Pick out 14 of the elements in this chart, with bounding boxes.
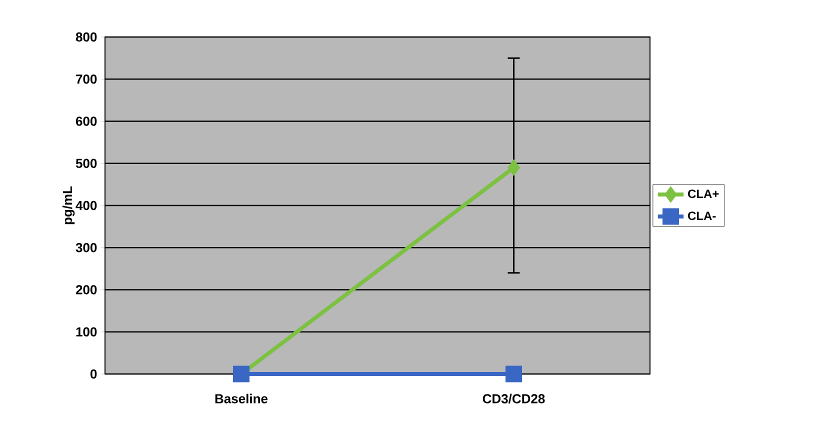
y-tick-label: 400 [76, 200, 97, 210]
legend-label: CLA+ [688, 190, 719, 198]
y-tick-label: 100 [76, 327, 97, 336]
x-tick-label: Baseline [215, 394, 268, 404]
y-axis-title: pg/mL [62, 186, 75, 224]
y-tick-label: 700 [76, 74, 97, 84]
y-tick-label: 200 [76, 285, 97, 294]
y-tick-label: 800 [76, 32, 97, 42]
y-tick-label: 500 [76, 158, 97, 168]
legend-label: CLA- [688, 212, 716, 220]
y-tick-label: 600 [76, 116, 97, 126]
x-tick-label: CD3/CD28 [482, 394, 545, 404]
y-tick-label: 0 [90, 369, 97, 379]
y-tick-label: 300 [76, 243, 97, 252]
